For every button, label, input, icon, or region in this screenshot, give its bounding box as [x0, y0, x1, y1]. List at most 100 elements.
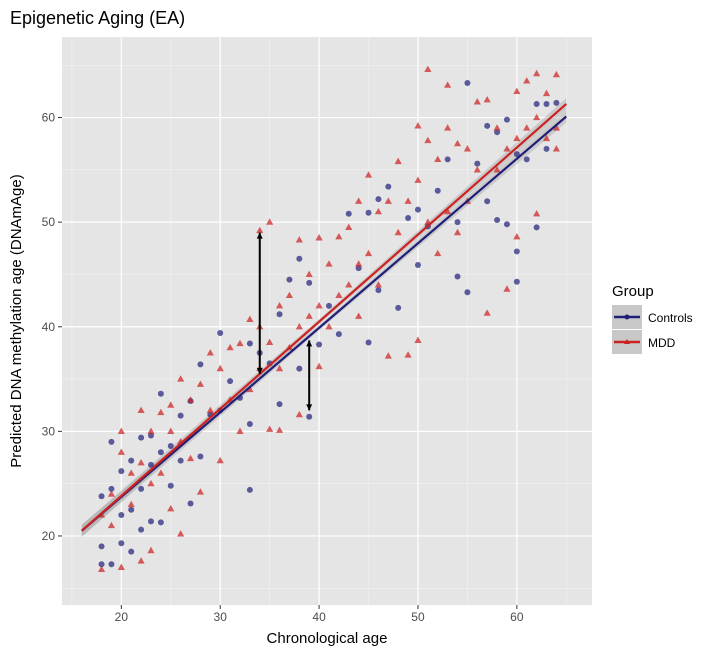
point-controls: [197, 361, 204, 368]
y-tick-label: 60: [42, 111, 56, 125]
point-mdd: [414, 122, 422, 129]
point-controls: [167, 443, 174, 450]
point-controls: [246, 340, 253, 347]
y-tick-label: 40: [42, 320, 56, 334]
point-mdd: [503, 285, 511, 292]
point-controls: [375, 196, 382, 203]
point-mdd: [493, 166, 501, 173]
y-tick-label: 30: [42, 424, 56, 438]
point-controls: [543, 145, 550, 152]
point-mdd: [157, 408, 165, 416]
point-controls: [553, 99, 560, 106]
point-controls: [147, 432, 154, 439]
point-controls: [543, 100, 550, 107]
legend-label-mdd: MDD: [648, 336, 676, 350]
point-controls: [227, 378, 234, 385]
point-mdd: [424, 65, 432, 73]
point-mdd: [266, 338, 274, 346]
point-controls: [296, 365, 303, 372]
point-controls: [306, 279, 313, 286]
point-mdd: [424, 136, 432, 144]
point-controls: [157, 449, 164, 456]
point-mdd: [216, 364, 224, 372]
y-axis-label: Predicted DNA methylation age (DNAmAge): [8, 174, 25, 467]
point-controls: [325, 302, 332, 309]
x-tick-label: 30: [214, 610, 228, 624]
point-mdd: [206, 349, 214, 356]
point-mdd: [305, 270, 313, 278]
point-mdd: [137, 557, 145, 564]
point-mdd: [552, 70, 561, 78]
arrow-head: [256, 232, 263, 239]
point-mdd: [127, 469, 135, 476]
point-mdd: [275, 426, 284, 433]
point-controls: [187, 500, 194, 507]
point-mdd: [97, 565, 106, 573]
point-controls: [454, 273, 461, 280]
point-controls: [513, 151, 520, 158]
point-mdd: [167, 504, 175, 512]
point-mdd: [355, 197, 363, 204]
point-mdd: [355, 260, 363, 267]
axis-ticks: 20 30 40 50 60 20 30 40 50 60: [42, 111, 524, 624]
point-mdd: [374, 207, 383, 215]
point-controls: [494, 129, 501, 136]
point-controls: [365, 209, 372, 216]
point-mdd: [107, 521, 116, 529]
point-mdd: [513, 232, 521, 240]
chart-title: Epigenetic Aging (EA): [10, 8, 185, 28]
point-mdd: [295, 236, 303, 243]
point-mdd: [177, 375, 185, 382]
point-mdd: [355, 312, 363, 319]
point-mdd: [157, 469, 165, 476]
arrow-head: [306, 340, 313, 347]
point-mdd: [305, 312, 313, 319]
point-mdd: [552, 124, 561, 131]
point-mdd: [147, 427, 155, 434]
point-mdd: [463, 145, 472, 152]
point-controls: [98, 493, 105, 500]
point-mdd: [147, 479, 155, 487]
point-mdd: [404, 351, 412, 358]
point-mdd: [533, 113, 541, 121]
point-mdd: [552, 145, 561, 152]
point-controls: [316, 341, 323, 348]
point-mdd: [414, 336, 422, 343]
point-mdd: [483, 95, 491, 103]
point-mdd: [117, 448, 125, 455]
point-mdd: [345, 223, 353, 230]
point-mdd: [266, 218, 274, 225]
point-controls: [138, 434, 145, 441]
point-mdd: [404, 197, 412, 204]
point-mdd: [453, 139, 462, 147]
point-mdd: [246, 385, 254, 393]
point-controls: [217, 330, 224, 337]
x-tick-label: 50: [411, 610, 425, 624]
point-controls: [395, 304, 402, 311]
point-controls: [345, 210, 352, 217]
arrow-head: [306, 404, 313, 411]
point-mdd: [196, 380, 205, 387]
point-mdd: [503, 145, 511, 152]
point-controls: [286, 276, 293, 283]
point-mdd: [394, 228, 402, 236]
point-mdd: [345, 281, 353, 288]
point-mdd: [542, 134, 551, 142]
point-controls: [108, 438, 115, 445]
point-mdd: [444, 124, 452, 131]
point-mdd: [374, 281, 383, 288]
point-mdd: [542, 89, 551, 97]
point-mdd: [256, 226, 264, 234]
legend-title: Group: [612, 283, 654, 300]
point-mdd: [147, 546, 155, 554]
point-controls: [128, 548, 135, 555]
point-mdd: [216, 456, 224, 464]
point-mdd: [236, 427, 244, 434]
x-tick-label: 60: [510, 610, 524, 624]
legend: Group Controls MDD: [612, 283, 693, 354]
point-mdd: [315, 234, 323, 241]
point-mdd: [107, 490, 116, 497]
point-controls: [138, 485, 145, 492]
arrow-head: [256, 367, 263, 374]
